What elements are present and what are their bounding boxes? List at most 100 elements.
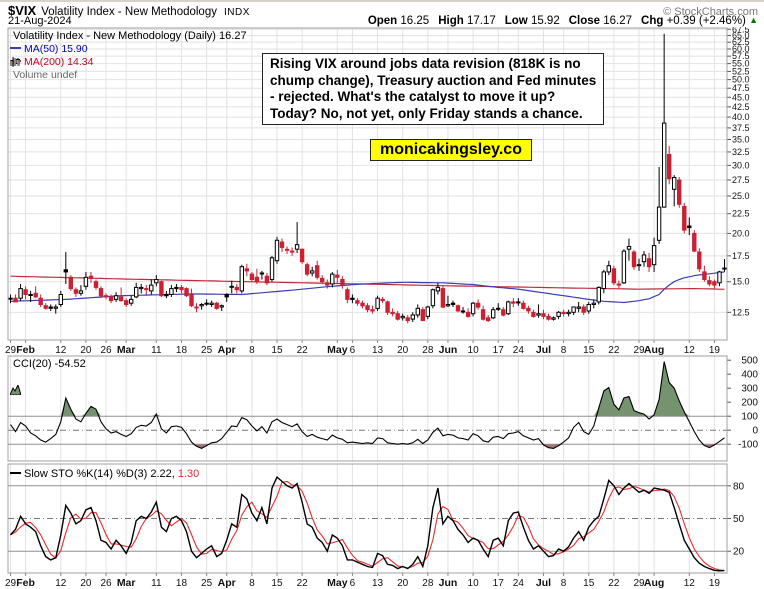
- svg-text:24: 24: [513, 345, 525, 356]
- ma50-line: [10, 271, 725, 304]
- svg-text:Jun: Jun: [439, 577, 458, 589]
- svg-text:45.0: 45.0: [732, 92, 750, 102]
- svg-text:13: 13: [372, 345, 384, 356]
- close-label: Close: [568, 15, 601, 27]
- svg-text:12: 12: [684, 345, 696, 356]
- svg-text:22.5: 22.5: [732, 209, 750, 219]
- svg-text:29: 29: [5, 345, 17, 356]
- svg-text:Aug: Aug: [644, 577, 664, 589]
- svg-text:80: 80: [733, 481, 745, 492]
- svg-text:13: 13: [372, 578, 384, 589]
- svg-text:8: 8: [249, 578, 255, 589]
- svg-text:8: 8: [561, 345, 567, 356]
- svg-text:Apr: Apr: [218, 344, 236, 356]
- svg-text:25: 25: [201, 345, 213, 356]
- svg-text:15: 15: [271, 345, 283, 356]
- svg-text:42.5: 42.5: [732, 102, 750, 112]
- low-label: Low: [504, 15, 528, 27]
- svg-text:35.0: 35.0: [732, 134, 750, 144]
- svg-text:12: 12: [55, 345, 67, 356]
- svg-text:20: 20: [733, 547, 745, 558]
- series-legend-label: Volatility Index - New Methodology (Dail…: [13, 30, 247, 42]
- svg-text:62.5: 62.5: [732, 37, 750, 47]
- svg-text:11: 11: [151, 578, 162, 589]
- svg-text:67.5: 67.5: [732, 27, 750, 34]
- svg-text:22: 22: [297, 345, 309, 356]
- svg-text:40.0: 40.0: [732, 112, 750, 122]
- price-gridlines: [8, 28, 727, 313]
- svg-text:24: 24: [513, 578, 525, 589]
- svg-text:20: 20: [80, 578, 92, 589]
- price-panel-legend: Volatility Index - New Methodology (Dail…: [10, 30, 247, 82]
- candlestick-series: [8, 33, 727, 324]
- chart-header: $VIX Volatility Index - New Methodology IN…: [0, 2, 764, 27]
- svg-text:29: 29: [5, 578, 17, 589]
- svg-text:17.5: 17.5: [732, 251, 750, 261]
- svg-text:Jul: Jul: [536, 344, 551, 356]
- svg-text:25.0: 25.0: [732, 191, 750, 201]
- svg-text:28: 28: [422, 578, 434, 589]
- panel-borders: [7, 27, 728, 574]
- x-axis-labels-top: 29 Feb 12 20 26 Mar 11 18 25 Apr 8 15 22 May 6 13 20 28 Ju…: [5, 340, 720, 356]
- chart-date: 21-Aug-2024: [8, 15, 72, 27]
- svg-text:Mar: Mar: [117, 344, 136, 356]
- svg-text:Jun: Jun: [439, 344, 458, 356]
- quote-summary: Open 16.25 High 17.17 Low 15.92 Close 16.27…: [368, 15, 758, 27]
- annotation-line: chump change), Treasury auction and Fed …: [270, 72, 597, 88]
- annotation-line: Today? No, not yet, only Friday stands a…: [270, 105, 583, 121]
- svg-text:26: 26: [100, 345, 112, 356]
- sto-d-value: 1.30: [177, 468, 200, 480]
- sto-axis-labels: 80 50 20: [727, 481, 745, 558]
- svg-text:15: 15: [583, 345, 595, 356]
- header-line-2: 21-Aug-2024 Open 16.25 High 17.17 Low 15.9…: [0, 15, 764, 28]
- svg-text:30.0: 30.0: [732, 160, 750, 170]
- svg-text:57.5: 57.5: [732, 51, 750, 61]
- svg-text:29: 29: [633, 345, 645, 356]
- svg-text:20: 20: [397, 345, 409, 356]
- ma50-line-icon: [10, 47, 21, 49]
- svg-text:18: 18: [176, 345, 188, 356]
- svg-text:50: 50: [733, 514, 745, 525]
- copyright: © StockCharts.com: [663, 6, 758, 18]
- svg-text:50.0: 50.0: [732, 75, 750, 85]
- sto-line-icon: [10, 472, 21, 474]
- volume-legend-row: Volume undef: [10, 58, 247, 82]
- svg-text:500: 500: [741, 356, 758, 367]
- svg-text:37.5: 37.5: [732, 123, 750, 133]
- svg-text:22: 22: [608, 578, 620, 589]
- change-up-triangle-icon: ▲: [749, 15, 758, 25]
- price-axis-labels: 67.565.062.560.057.555.052.550.047.545.0…: [727, 27, 750, 317]
- svg-text:6: 6: [350, 578, 356, 589]
- svg-text:0: 0: [752, 426, 758, 437]
- svg-text:May: May: [327, 344, 348, 356]
- close-value: 16.27: [603, 15, 633, 27]
- high-label: High: [438, 15, 464, 27]
- svg-text:May: May: [327, 577, 348, 589]
- annotation-line: - rejected. What's the catalyst to move …: [270, 89, 556, 104]
- svg-text:10: 10: [468, 345, 480, 356]
- svg-text:8: 8: [561, 578, 567, 589]
- svg-text:Feb: Feb: [16, 344, 35, 356]
- svg-text:65.0: 65.0: [732, 31, 750, 41]
- ma50-legend-label: MA(50) 15.90: [24, 43, 88, 55]
- chart-canvas[interactable]: 67.565.062.560.057.555.052.550.047.545.0…: [0, 27, 764, 589]
- svg-text:20.0: 20.0: [732, 228, 750, 238]
- page-title: Volatility Index - New Methodology: [41, 6, 217, 18]
- svg-text:12.5: 12.5: [732, 307, 750, 317]
- svg-text:Apr: Apr: [218, 577, 236, 589]
- header-line-1: $VIX Volatility Index - New Methodology IN…: [0, 2, 764, 18]
- svg-text:29: 29: [633, 578, 645, 589]
- open-label: Open: [367, 15, 398, 27]
- ma200-legend-label: MA(200) 14.34: [24, 56, 94, 68]
- svg-text:28: 28: [422, 345, 434, 356]
- watermark-badge: monicakingsley.co: [370, 139, 532, 161]
- symbol: $VIX: [8, 3, 37, 18]
- window-edge: [0, 0, 764, 2]
- open-value: 16.25: [400, 15, 430, 27]
- cci-axis-labels: 500 400 300 200 100 0 -100: [727, 356, 758, 451]
- svg-text:32.5: 32.5: [732, 147, 750, 157]
- svg-text:27.5: 27.5: [732, 175, 750, 185]
- cci-legend-label: CCI(20) -54.52: [13, 358, 86, 370]
- svg-text:52.5: 52.5: [732, 66, 750, 76]
